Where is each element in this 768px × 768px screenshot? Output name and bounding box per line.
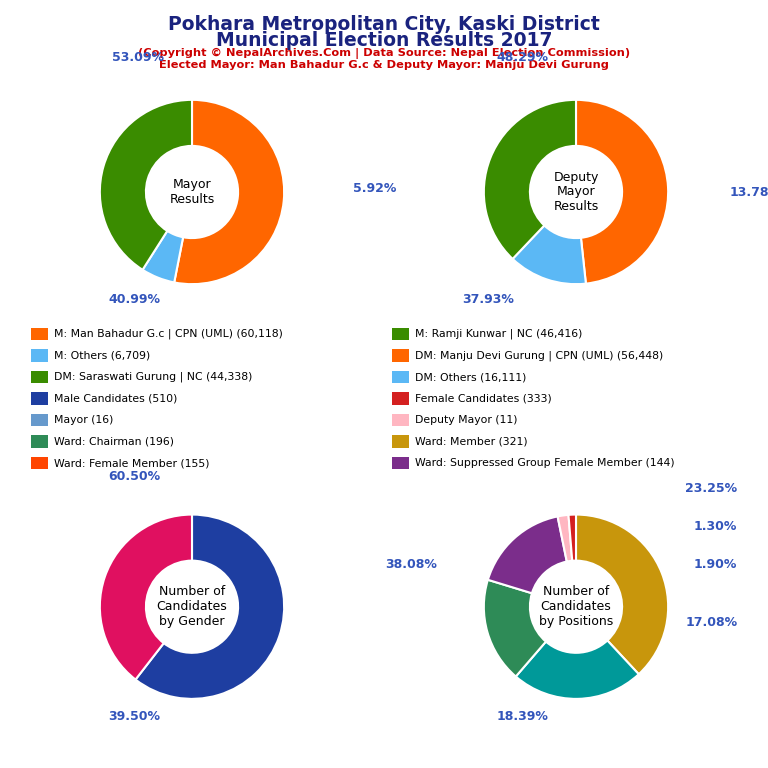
Text: Ward: Member (321): Ward: Member (321): [415, 436, 528, 447]
Text: Deputy Mayor (11): Deputy Mayor (11): [415, 415, 517, 425]
Text: Mayor (16): Mayor (16): [54, 415, 113, 425]
Wedge shape: [512, 226, 586, 284]
Text: Municipal Election Results 2017: Municipal Election Results 2017: [216, 31, 552, 50]
Text: 60.50%: 60.50%: [108, 470, 161, 483]
Text: M: Man Bahadur G.c | CPN (UML) (60,118): M: Man Bahadur G.c | CPN (UML) (60,118): [54, 329, 283, 339]
Text: 37.93%: 37.93%: [462, 293, 514, 306]
Text: 1.30%: 1.30%: [694, 520, 737, 533]
Wedge shape: [568, 515, 576, 561]
Text: 17.08%: 17.08%: [685, 616, 737, 629]
Text: Ward: Suppressed Group Female Member (144): Ward: Suppressed Group Female Member (14…: [415, 458, 674, 468]
Text: Mayor
Results: Mayor Results: [170, 178, 214, 206]
Text: 5.92%: 5.92%: [353, 182, 396, 195]
Text: Female Candidates (333): Female Candidates (333): [415, 393, 551, 404]
Text: DM: Manju Devi Gurung | CPN (UML) (56,448): DM: Manju Devi Gurung | CPN (UML) (56,44…: [415, 350, 663, 361]
Text: 1.90%: 1.90%: [694, 558, 737, 571]
Text: Pokhara Metropolitan City, Kaski District: Pokhara Metropolitan City, Kaski Distric…: [168, 15, 600, 35]
Text: DM: Others (16,111): DM: Others (16,111): [415, 372, 526, 382]
Wedge shape: [516, 641, 639, 699]
Wedge shape: [576, 100, 668, 283]
Text: 18.39%: 18.39%: [496, 710, 548, 723]
Text: Ward: Chairman (196): Ward: Chairman (196): [54, 436, 174, 447]
Text: M: Ramji Kunwar | NC (46,416): M: Ramji Kunwar | NC (46,416): [415, 329, 582, 339]
Text: 39.50%: 39.50%: [108, 710, 161, 723]
Text: Deputy
Mayor
Results: Deputy Mayor Results: [553, 170, 599, 214]
Wedge shape: [488, 516, 567, 593]
Wedge shape: [174, 100, 284, 284]
Text: 23.25%: 23.25%: [685, 482, 737, 495]
Wedge shape: [484, 580, 546, 677]
Wedge shape: [100, 515, 192, 680]
Text: 38.08%: 38.08%: [385, 558, 437, 571]
Text: 13.78%: 13.78%: [730, 186, 768, 199]
Text: Ward: Female Member (155): Ward: Female Member (155): [54, 458, 209, 468]
Wedge shape: [143, 231, 183, 283]
Text: Number of
Candidates
by Positions: Number of Candidates by Positions: [539, 585, 613, 628]
Wedge shape: [100, 100, 192, 270]
Wedge shape: [558, 515, 572, 561]
Text: 40.99%: 40.99%: [108, 293, 161, 306]
Text: DM: Saraswati Gurung | NC (44,338): DM: Saraswati Gurung | NC (44,338): [54, 372, 252, 382]
Text: Number of
Candidates
by Gender: Number of Candidates by Gender: [157, 585, 227, 628]
Text: 48.29%: 48.29%: [496, 51, 548, 65]
Wedge shape: [484, 100, 576, 259]
Text: M: Others (6,709): M: Others (6,709): [54, 350, 150, 361]
Text: 53.09%: 53.09%: [112, 51, 164, 65]
Text: Male Candidates (510): Male Candidates (510): [54, 393, 177, 404]
Text: Elected Mayor: Man Bahadur G.c & Deputy Mayor: Manju Devi Gurung: Elected Mayor: Man Bahadur G.c & Deputy …: [159, 60, 609, 70]
Text: (Copyright © NepalArchives.Com | Data Source: Nepal Election Commission): (Copyright © NepalArchives.Com | Data So…: [138, 48, 630, 58]
Wedge shape: [576, 515, 668, 674]
Wedge shape: [135, 515, 284, 699]
